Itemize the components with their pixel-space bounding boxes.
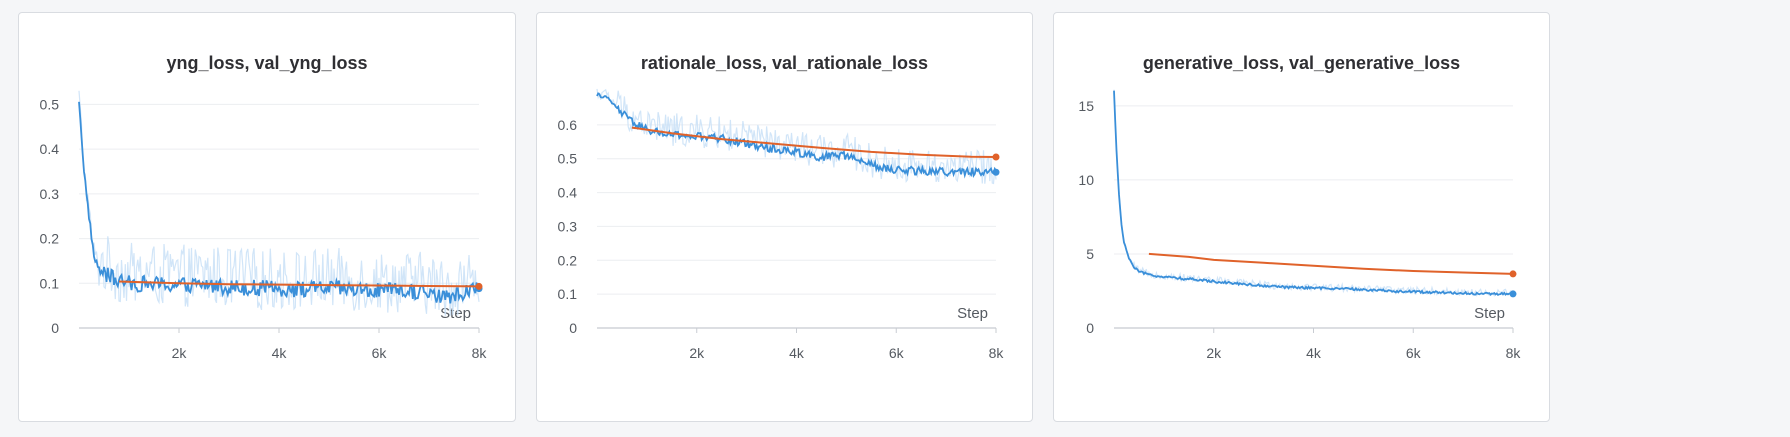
- y-tick-label: 0.6: [558, 117, 578, 133]
- chart-title: generative_loss, val_generative_loss: [1142, 53, 1461, 73]
- y-tick-label: 15: [1078, 98, 1094, 114]
- x-axis-label: Step: [1474, 305, 1505, 322]
- val-end-marker[interactable]: [1509, 270, 1517, 278]
- x-axis-label: Step: [957, 305, 988, 322]
- y-tick-label: 0: [569, 320, 577, 336]
- train-smoothed-line[interactable]: [1113, 90, 1514, 297]
- train-raw-line: [596, 88, 997, 185]
- val-end-marker[interactable]: [475, 282, 483, 290]
- chart-panel-rationale-loss: rationale_loss, val_rationale_loss 0 0.1 0…: [536, 12, 1033, 422]
- y-tick-label: 0: [51, 320, 59, 336]
- y-tick-label: 0.2: [40, 231, 60, 247]
- x-tick-label: 2k: [172, 345, 188, 361]
- y-tick-label: 0.5: [40, 96, 60, 112]
- train-end-marker[interactable]: [992, 168, 1000, 176]
- val-line[interactable]: [1148, 252, 1514, 275]
- y-tick-label: 0: [1086, 320, 1094, 336]
- x-tick-label: 8k: [472, 345, 488, 361]
- train-end-marker[interactable]: [1509, 290, 1517, 298]
- x-tick-label: 4k: [789, 345, 805, 361]
- y-tick-label: 0.5: [558, 151, 578, 167]
- train-smoothed-line[interactable]: [78, 101, 480, 304]
- x-tick-label: 4k: [272, 345, 288, 361]
- x-tick-label: 2k: [1206, 345, 1222, 361]
- val-line[interactable]: [118, 280, 480, 288]
- chart-title: rationale_loss, val_rationale_loss: [640, 53, 929, 73]
- y-tick-label: 0.1: [558, 286, 578, 302]
- chart-panel-yng-loss: yng_loss, val_yng_loss 0 0.1 0.2 0.3 0.4 0.5 2…: [18, 12, 516, 422]
- x-tick-label: 6k: [889, 345, 905, 361]
- x-tick-label: 4k: [1306, 345, 1322, 361]
- x-tick-label: 2k: [689, 345, 705, 361]
- y-tick-label: 0.4: [558, 185, 578, 201]
- train-smoothed-line[interactable]: [596, 92, 997, 179]
- x-tick-label: 8k: [989, 345, 1005, 361]
- y-tick-label: 0.4: [40, 141, 60, 157]
- x-tick-label: 6k: [1406, 345, 1422, 361]
- y-tick-label: 5: [1086, 246, 1094, 262]
- x-tick-label: 8k: [1506, 345, 1522, 361]
- chart-title: yng_loss, val_yng_loss: [166, 53, 368, 73]
- x-axis-label: Step: [440, 305, 471, 322]
- val-line[interactable]: [631, 126, 997, 158]
- chart-generative-loss[interactable]: 0 5 10 15 2k 4k 6k 8k Step: [1054, 13, 1551, 423]
- y-tick-label: 10: [1078, 172, 1094, 188]
- chart-rationale-loss[interactable]: 0 0.1 0.2 0.3 0.4 0.5 0.6 2k 4k 6k 8k Step: [537, 13, 1034, 423]
- y-tick-label: 0.1: [40, 275, 60, 291]
- train-raw-line: [78, 90, 480, 316]
- y-tick-label: 0.3: [40, 186, 60, 202]
- chart-yng-loss[interactable]: 0 0.1 0.2 0.3 0.4 0.5 2k 4k 6k 8k Step: [19, 13, 517, 423]
- x-tick-label: 6k: [372, 345, 388, 361]
- val-end-marker[interactable]: [992, 153, 1000, 161]
- chart-panel-generative-loss: generative_loss, val_generative_loss 0 5 1…: [1053, 12, 1550, 422]
- y-tick-label: 0.2: [558, 252, 578, 268]
- y-tick-label: 0.3: [558, 218, 578, 234]
